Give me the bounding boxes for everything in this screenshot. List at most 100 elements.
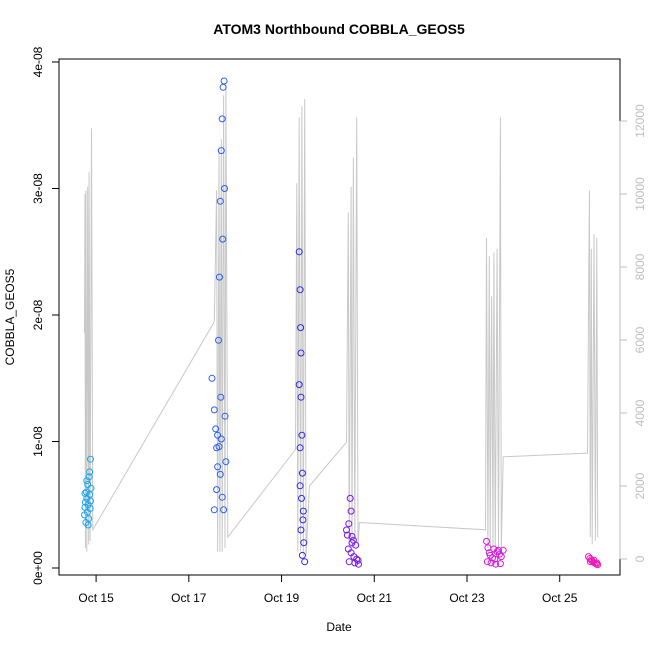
data-point xyxy=(208,374,216,382)
data-point xyxy=(586,558,594,566)
data-point xyxy=(218,115,226,123)
x-tick-label: Oct 15 xyxy=(78,591,114,605)
data-point xyxy=(81,489,89,497)
data-point xyxy=(343,531,351,539)
y2-tick-label: 8000 xyxy=(633,253,647,280)
x-tick-label: Oct 19 xyxy=(264,591,300,605)
data-point xyxy=(299,516,307,524)
y2-tick-label: 6000 xyxy=(633,326,647,353)
x-axis: Oct 15 Oct 17 Oct 19 Oct 21 Oct 23 Oct 25 xyxy=(78,574,578,605)
data-point xyxy=(213,486,221,494)
data-point xyxy=(86,468,94,476)
data-point xyxy=(295,248,303,256)
data-point xyxy=(212,425,220,433)
data-points xyxy=(81,77,602,569)
plot-frame xyxy=(58,58,621,576)
data-point xyxy=(219,83,227,91)
data-point xyxy=(87,455,94,463)
data-point xyxy=(217,147,225,155)
data-point xyxy=(215,273,223,281)
data-point xyxy=(221,185,228,192)
data-point xyxy=(347,507,355,515)
data-point xyxy=(487,559,495,567)
y2-tick-label: 4000 xyxy=(633,399,647,426)
y2-axis: 0 2000 4000 6000 8000 10000 12000 xyxy=(619,104,647,562)
data-point xyxy=(490,545,498,553)
data-point xyxy=(495,546,502,554)
data-point xyxy=(491,555,499,563)
data-point xyxy=(210,506,218,514)
series-cluster-1 xyxy=(81,455,95,529)
x-tick-label: Oct 17 xyxy=(171,591,207,605)
series-cluster-2 xyxy=(208,77,230,514)
y2-tick-label: 10000 xyxy=(633,177,647,211)
y-axis: 0e+00 1e-08 2e-08 3e-08 4e-08 xyxy=(31,46,60,585)
data-point xyxy=(210,406,218,414)
series-cluster-5 xyxy=(483,537,507,568)
data-point xyxy=(300,539,308,547)
y2-tick-label: 2000 xyxy=(633,472,647,499)
data-point xyxy=(217,393,225,401)
data-point xyxy=(492,560,500,568)
data-point xyxy=(298,494,305,502)
chart-title: ATOM3 Northbound COBBLA_GEOS5 xyxy=(213,21,465,37)
data-point xyxy=(296,286,304,294)
data-point xyxy=(499,546,507,554)
data-point xyxy=(345,520,353,528)
data-point xyxy=(296,482,304,490)
data-point xyxy=(297,349,305,357)
data-point xyxy=(301,558,309,566)
data-point xyxy=(346,494,354,502)
data-point xyxy=(221,412,229,420)
data-point xyxy=(217,435,225,443)
y2-tick-label: 12000 xyxy=(633,104,647,138)
data-point xyxy=(86,491,94,499)
data-point xyxy=(298,469,306,477)
series-cluster-4 xyxy=(343,494,362,568)
data-point xyxy=(297,324,305,332)
series-cluster-6 xyxy=(585,553,602,569)
data-point xyxy=(299,507,307,515)
data-point xyxy=(216,197,224,205)
data-point xyxy=(85,473,93,481)
data-point xyxy=(483,558,491,566)
data-point xyxy=(345,558,353,566)
data-point xyxy=(496,560,504,568)
y-tick-label: 1e-08 xyxy=(31,426,45,457)
data-point xyxy=(343,526,350,534)
data-point xyxy=(215,336,222,344)
y2-tick-label: 0 xyxy=(633,555,647,562)
data-point xyxy=(483,537,490,545)
series-cluster-3 xyxy=(295,248,309,566)
altitude-lines xyxy=(84,84,599,556)
y-axis-label: COBBLA_GEOS5 xyxy=(3,268,17,365)
data-point xyxy=(593,559,601,567)
altitude-trace xyxy=(84,84,599,556)
data-point xyxy=(298,551,306,559)
data-point xyxy=(220,77,228,85)
data-point xyxy=(296,444,304,452)
x-tick-label: Oct 23 xyxy=(449,591,485,605)
data-point xyxy=(297,393,305,401)
y-tick-label: 0e+00 xyxy=(31,551,45,585)
data-point xyxy=(219,235,227,243)
data-point xyxy=(216,470,224,478)
data-point xyxy=(214,431,222,439)
x-tick-label: Oct 21 xyxy=(357,591,393,605)
data-point xyxy=(295,381,303,389)
y-tick-label: 2e-08 xyxy=(31,299,45,330)
data-point xyxy=(87,484,95,492)
data-point xyxy=(83,477,91,485)
data-point xyxy=(355,560,362,568)
data-point xyxy=(354,556,362,564)
data-point xyxy=(215,443,223,451)
x-axis-label: Date xyxy=(326,620,352,634)
data-point xyxy=(497,553,505,561)
data-point xyxy=(218,493,226,501)
data-point xyxy=(87,497,94,505)
data-point xyxy=(222,458,230,466)
y-tick-label: 4e-08 xyxy=(31,46,45,77)
x-tick-label: Oct 25 xyxy=(542,591,578,605)
data-point xyxy=(298,431,306,439)
